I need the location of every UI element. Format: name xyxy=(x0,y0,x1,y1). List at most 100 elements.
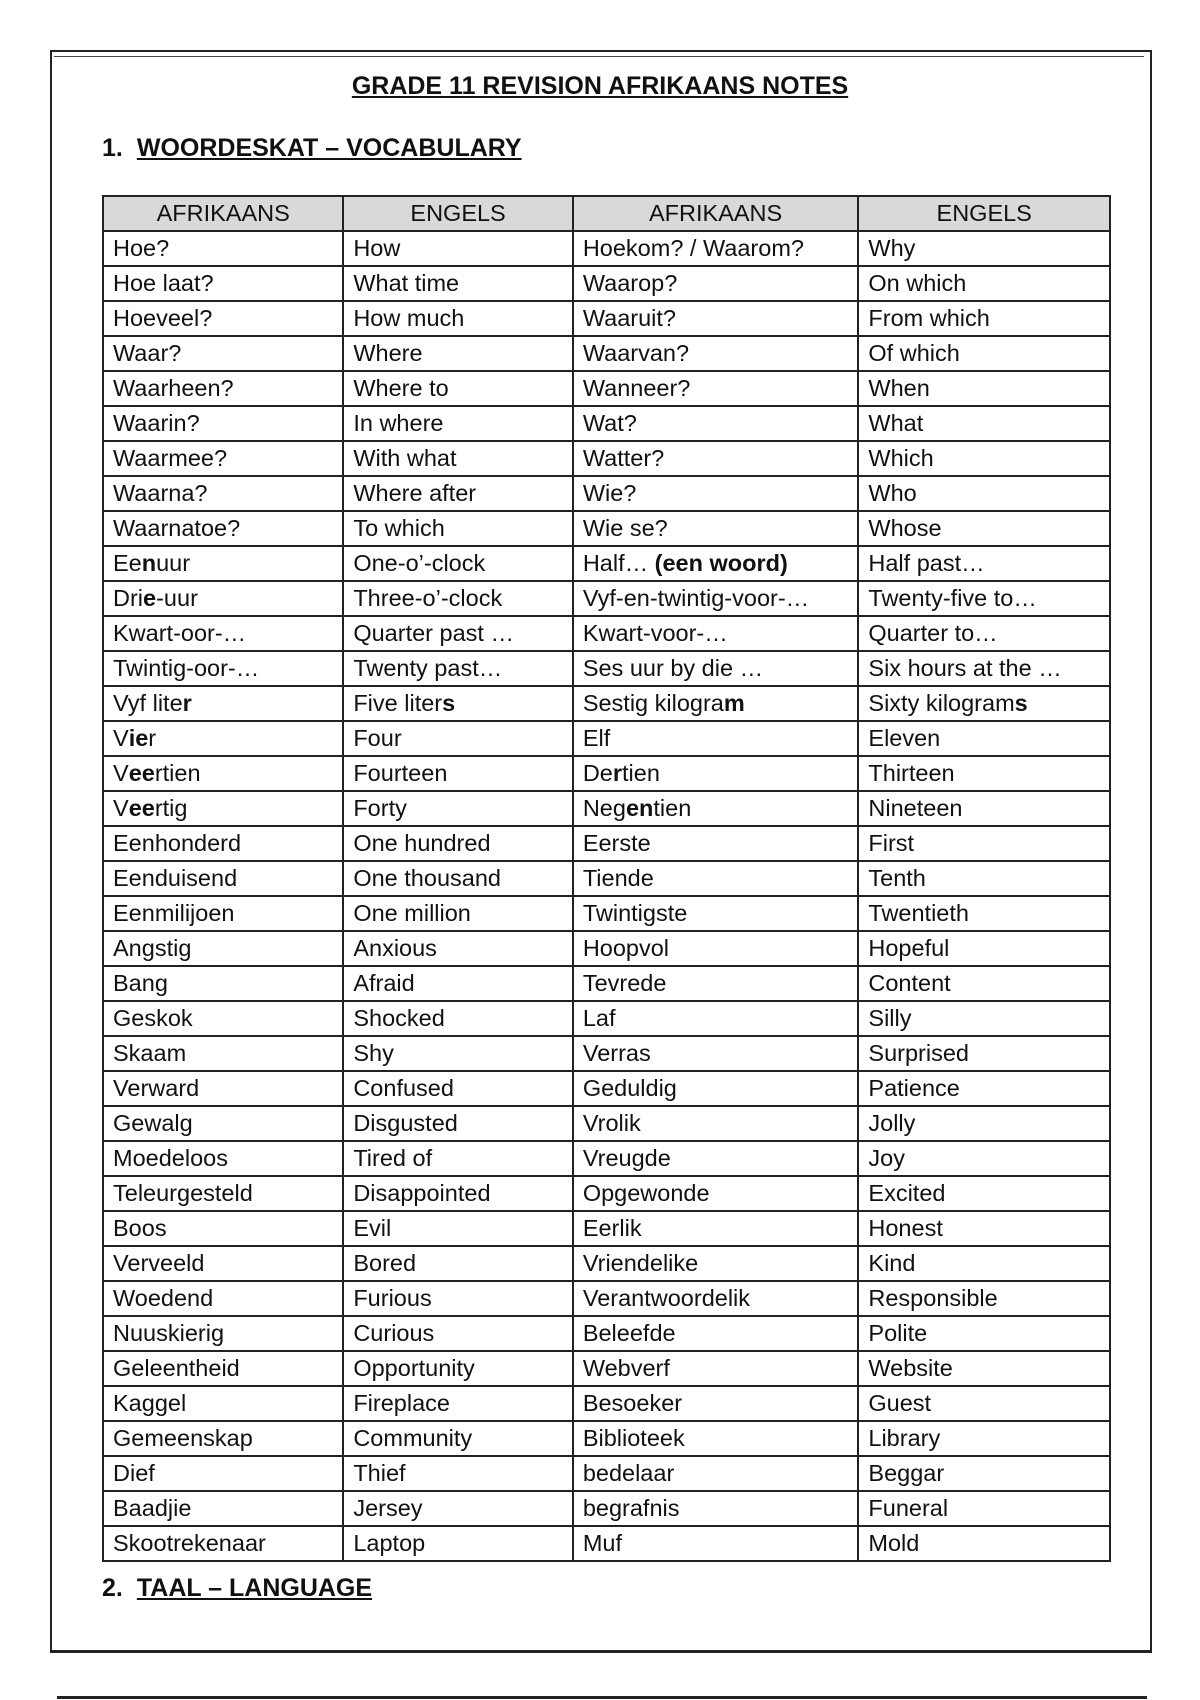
bold-text: r xyxy=(612,760,623,786)
table-cell: Ses uur by die … xyxy=(571,650,860,687)
table-cell: Eenhonderd xyxy=(101,825,345,862)
table-cell: Half… (een woord) xyxy=(571,545,860,582)
table-cell: Where xyxy=(342,335,574,372)
table-cell: Where to xyxy=(342,370,574,407)
table-cell: Tired of xyxy=(342,1140,574,1177)
table-cell: Waar? xyxy=(101,335,345,372)
table-cell: Gemeenskap xyxy=(101,1420,345,1457)
table-cell: From which xyxy=(857,300,1111,337)
table-cell: First xyxy=(857,825,1111,862)
table-cell: What time xyxy=(342,265,574,302)
table-row: Kwart-oor-… Quarter past … Kwart-voor-… Qua… xyxy=(101,615,1111,652)
table-row: Angstig Anxious Hoopvol Hopeful xyxy=(101,930,1111,967)
table-row: Waarheen? Where to Wanneer? When xyxy=(101,370,1111,407)
table-cell: Fireplace xyxy=(342,1385,574,1422)
table-row: Eenhonderd One hundred Eerste First xyxy=(101,825,1111,862)
bold-text: (een woord) xyxy=(654,550,788,576)
table-row: Vyf liter Five liters Sestig kilogram Sixty… xyxy=(101,685,1111,722)
table-cell: Geleentheid xyxy=(101,1350,345,1387)
table-cell: Waarin? xyxy=(101,405,345,442)
column-header-afrikaans: AFRIKAANS xyxy=(101,195,345,232)
bold-text: m xyxy=(723,690,745,716)
column-header-engels: ENGELS xyxy=(342,195,574,232)
table-body: Hoe? How Hoekom? / Waarom? Why Hoe laat? What… xyxy=(101,230,1111,1562)
table-cell: Kind xyxy=(857,1245,1111,1282)
table-cell: Vreugde xyxy=(571,1140,860,1177)
table-row: Teleurgesteld Disappointed Opgewonde Excite… xyxy=(101,1175,1111,1212)
table-cell: Waarna? xyxy=(101,475,345,512)
table-row: Hoe laat? What time Waarop? On which xyxy=(101,265,1111,302)
table-row: Baadjie Jersey begrafnis Funeral xyxy=(101,1490,1111,1527)
table-row: Skootrekenaar Laptop Muf Mold xyxy=(101,1525,1111,1562)
table-cell: When xyxy=(857,370,1111,407)
table-cell: Verras xyxy=(571,1035,860,1072)
section-number: 2. xyxy=(102,1574,123,1602)
table-cell: Opportunity xyxy=(342,1350,574,1387)
table-cell: Twenty-five to… xyxy=(857,580,1111,617)
table-cell: Besoeker xyxy=(571,1385,860,1422)
table-row: Eenmilijoen One million Twintigste Twentiet… xyxy=(101,895,1111,932)
table-cell: Thief xyxy=(342,1455,574,1492)
table-cell: Vyf liter xyxy=(101,685,345,722)
table-cell: Eenuur xyxy=(101,545,345,582)
table-cell: Honest xyxy=(857,1210,1111,1247)
table-cell: Eleven xyxy=(857,720,1111,757)
table-row: Waarna? Where after Wie? Who xyxy=(101,475,1111,512)
table-cell: Half past… xyxy=(857,545,1111,582)
document-title-text: GRADE 11 REVISION AFRIKAANS NOTES xyxy=(351,72,849,100)
table-row: Veertien Fourteen Dertien Thirteen xyxy=(101,755,1111,792)
table-cell: Surprised xyxy=(857,1035,1111,1072)
table-cell: Geduldig xyxy=(571,1070,860,1107)
table-row: Twintig-oor-… Twenty past… Ses uur by die … xyxy=(101,650,1111,687)
table-cell: Muf xyxy=(571,1525,860,1562)
table-cell: On which xyxy=(857,265,1111,302)
bold-text: r xyxy=(182,690,192,716)
table-cell: Hoe laat? xyxy=(101,265,345,302)
table-cell: Eerlik xyxy=(571,1210,860,1247)
table-cell: Polite xyxy=(857,1315,1111,1352)
table-cell: Hoekom? / Waarom? xyxy=(571,230,860,267)
table-cell: Eenmilijoen xyxy=(101,895,345,932)
bold-text: ee xyxy=(128,795,155,821)
table-row: Bang Afraid Tevrede Content xyxy=(101,965,1111,1002)
table-cell: Skootrekenaar xyxy=(101,1525,345,1562)
table-cell: Waarvan? xyxy=(571,335,860,372)
bold-text: n xyxy=(141,550,157,576)
table-cell: Wie se? xyxy=(571,510,860,547)
table-cell: Drie-uur xyxy=(101,580,345,617)
table-cell: Biblioteek xyxy=(571,1420,860,1457)
table-cell: Joy xyxy=(857,1140,1111,1177)
next-page-border xyxy=(57,1696,1147,1699)
table-cell: One hundred xyxy=(342,825,574,862)
table-row: Geskok Shocked Laf Silly xyxy=(101,1000,1111,1037)
table-row: Verward Confused Geduldig Patience xyxy=(101,1070,1111,1107)
table-row: Veertig Forty Negentien Nineteen xyxy=(101,790,1111,827)
table-cell: Geskok xyxy=(101,1000,345,1037)
table-cell: Moedeloos xyxy=(101,1140,345,1177)
table-cell: Twintigste xyxy=(571,895,860,932)
table-row: Moedeloos Tired of Vreugde Joy xyxy=(101,1140,1111,1177)
table-cell: Verward xyxy=(101,1070,345,1107)
table-cell: Wat? xyxy=(571,405,860,442)
table-cell: Five liters xyxy=(342,685,574,722)
column-header-engels: ENGELS xyxy=(857,195,1111,232)
table-cell: Anxious xyxy=(342,930,574,967)
table-cell: How xyxy=(342,230,574,267)
table-cell: Funeral xyxy=(857,1490,1111,1527)
table-cell: Twintig-oor-… xyxy=(101,650,345,687)
table-cell: Afraid xyxy=(342,965,574,1002)
table-cell: Opgewonde xyxy=(571,1175,860,1212)
table-cell: Twentieth xyxy=(857,895,1111,932)
table-cell: Where after xyxy=(342,475,574,512)
table-cell: Veertig xyxy=(101,790,345,827)
table-cell: Tevrede xyxy=(571,965,860,1002)
document-title: GRADE 11 REVISION AFRIKAANS NOTES xyxy=(0,72,1200,101)
table-cell: Kaggel xyxy=(101,1385,345,1422)
table-cell: Waarop? xyxy=(571,265,860,302)
table-cell: Veertien xyxy=(101,755,345,792)
table-cell: Laf xyxy=(571,1000,860,1037)
table-cell: Who xyxy=(857,475,1111,512)
table-cell: Tenth xyxy=(857,860,1111,897)
table-cell: Baadjie xyxy=(101,1490,345,1527)
table-cell: Boos xyxy=(101,1210,345,1247)
